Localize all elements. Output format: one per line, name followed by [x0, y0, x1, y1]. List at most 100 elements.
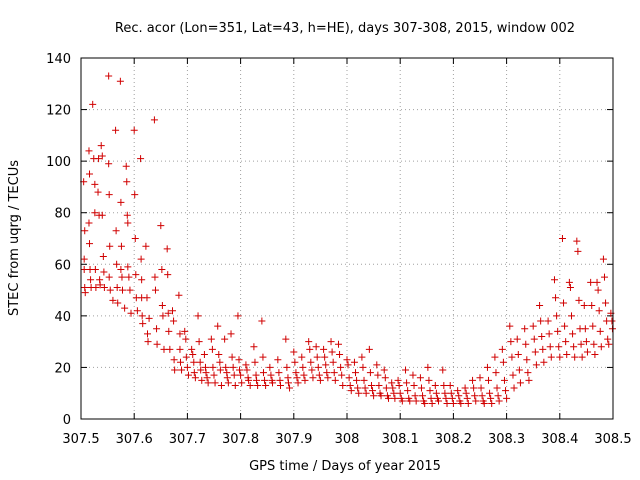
data-point-plus-marker [95, 155, 103, 163]
data-point-plus-marker [98, 211, 106, 219]
data-point-plus-marker [329, 358, 337, 366]
data-point-plus-marker [426, 387, 434, 395]
data-point-plus-marker [435, 397, 443, 405]
data-point-plus-marker [222, 363, 230, 371]
data-point-plus-marker [314, 363, 322, 371]
data-point-plus-marker [464, 400, 472, 408]
data-point-plus-marker [132, 271, 140, 279]
data-point-plus-marker [461, 384, 469, 392]
data-point-plus-marker [495, 397, 503, 405]
data-point-plus-marker [216, 358, 224, 366]
data-point-plus-marker [228, 353, 236, 361]
data-point-plus-marker [286, 384, 294, 392]
data-point-plus-marker [235, 356, 243, 364]
data-point-plus-marker [117, 265, 125, 273]
data-point-plus-marker [105, 160, 113, 168]
data-point-plus-marker [439, 366, 447, 374]
data-point-plus-marker [131, 191, 139, 199]
data-point-plus-marker [597, 343, 605, 351]
data-point-plus-marker [427, 394, 435, 402]
data-point-plus-marker [331, 376, 339, 384]
data-point-plus-marker [589, 322, 597, 330]
data-point-plus-marker [198, 376, 206, 384]
data-point-plus-marker [127, 309, 135, 317]
data-point-plus-marker [605, 340, 613, 348]
data-point-plus-marker [334, 340, 342, 348]
data-point-plus-marker [223, 374, 231, 382]
data-point-plus-marker [478, 392, 486, 400]
data-point-plus-marker [195, 338, 203, 346]
data-point-plus-marker [284, 374, 292, 382]
data-point-plus-marker [118, 273, 126, 281]
data-point-plus-marker [137, 255, 145, 263]
data-point-plus-marker [493, 384, 501, 392]
data-point-plus-marker [305, 338, 313, 346]
data-point-plus-marker [469, 376, 477, 384]
data-point-plus-marker [292, 369, 300, 377]
x-tick-label: 307.9 [275, 432, 312, 447]
data-point-plus-marker [91, 209, 99, 217]
data-point-plus-marker [457, 400, 465, 408]
data-point-plus-marker [245, 376, 253, 384]
data-point-plus-marker [337, 363, 345, 371]
data-point-plus-marker [306, 345, 314, 353]
data-point-plus-marker [554, 327, 562, 335]
data-point-plus-marker [130, 126, 138, 134]
data-point-plus-marker [137, 155, 145, 163]
data-point-plus-marker [80, 265, 88, 273]
data-point-plus-marker [396, 389, 404, 397]
data-point-plus-marker [324, 374, 332, 382]
data-point-plus-marker [346, 381, 354, 389]
data-point-plus-marker [96, 281, 104, 289]
data-point-plus-marker [571, 353, 579, 361]
data-point-plus-marker [294, 379, 302, 387]
data-point-plus-marker [508, 353, 516, 361]
data-point-plus-marker [574, 247, 582, 255]
data-point-plus-marker [230, 371, 238, 379]
data-point-plus-marker [608, 317, 616, 325]
data-point-plus-marker [499, 358, 507, 366]
data-point-plus-marker [112, 227, 120, 235]
data-point-plus-marker [410, 381, 418, 389]
data-point-plus-marker [190, 369, 198, 377]
data-point-plus-marker [92, 283, 100, 291]
data-point-plus-marker [594, 286, 602, 294]
data-point-plus-marker [507, 338, 515, 346]
data-point-plus-marker [373, 361, 381, 369]
data-point-plus-marker [234, 312, 242, 320]
data-point-plus-marker [246, 381, 254, 389]
data-point-plus-marker [178, 366, 186, 374]
y-tick-label: 80 [54, 207, 71, 222]
data-point-plus-marker [258, 317, 266, 325]
data-point-plus-marker [424, 363, 432, 371]
data-point-plus-marker [477, 384, 485, 392]
data-point-plus-marker [163, 245, 171, 253]
data-point-plus-marker [361, 384, 369, 392]
data-point-plus-marker [573, 237, 581, 245]
data-point-plus-marker [537, 317, 545, 325]
data-point-plus-marker [390, 389, 398, 397]
data-point-plus-marker [160, 345, 168, 353]
data-point-plus-marker [582, 338, 590, 346]
data-point-plus-marker [552, 294, 560, 302]
data-point-plus-marker [514, 351, 522, 359]
data-point-plus-marker [447, 389, 455, 397]
data-point-plus-marker [578, 353, 586, 361]
data-point-plus-marker [97, 142, 105, 150]
data-point-plus-marker [516, 379, 524, 387]
x-tick-label: 308.4 [541, 432, 578, 447]
data-point-plus-marker [181, 327, 189, 335]
data-point-plus-marker [353, 376, 361, 384]
data-point-plus-marker [359, 363, 367, 371]
data-point-plus-marker [530, 335, 538, 343]
data-point-plus-marker [595, 307, 603, 315]
data-point-plus-marker [540, 358, 548, 366]
data-point-plus-marker [593, 278, 601, 286]
data-point-plus-marker [309, 374, 317, 382]
data-point-plus-marker [323, 369, 331, 377]
data-points [80, 72, 616, 408]
data-point-plus-marker [486, 389, 494, 397]
data-point-plus-marker [182, 335, 190, 343]
data-point-plus-marker [494, 392, 502, 400]
data-point-plus-marker [105, 72, 113, 80]
